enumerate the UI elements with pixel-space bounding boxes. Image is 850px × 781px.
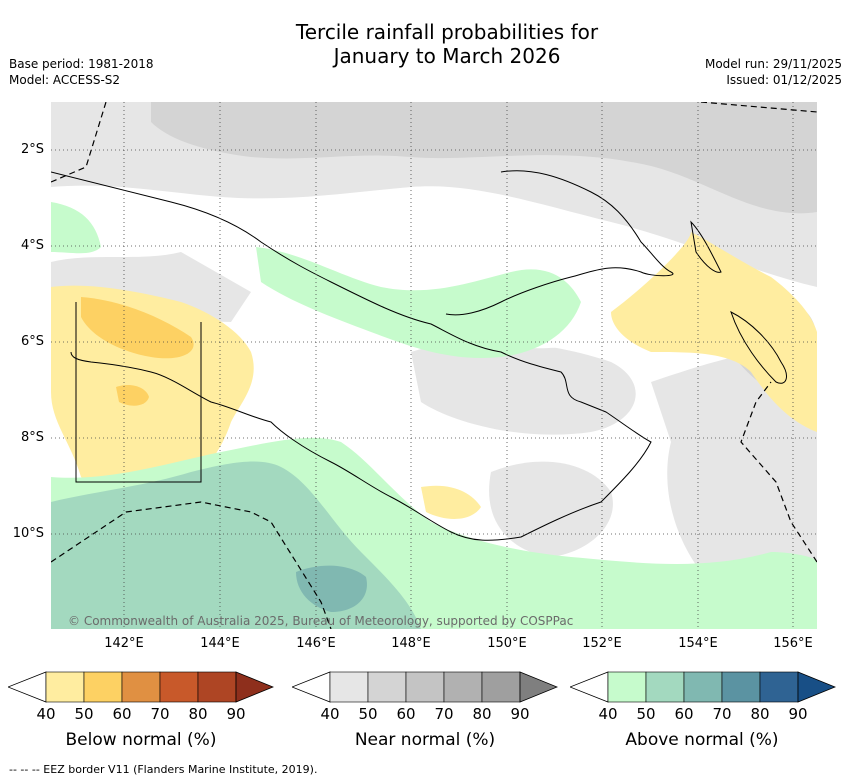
model-run: Model run: 29/11/2025 [704,57,842,71]
colorbar-above-normal [570,671,836,703]
near-normal-region-southeast [489,461,613,557]
below-normal-region-east [611,232,817,432]
cbar-below-swatch-4 [159,671,199,703]
cbar-above-tick-80: 80 [750,705,770,723]
colorbar-near-title: Near normal (%) [354,730,496,750]
cbar-above-right-triangle [797,671,836,703]
cbar-below-tick-50: 50 [74,705,94,723]
cbar-near-tick-70: 70 [434,705,454,723]
lon-label-142e: 142°E [104,636,144,651]
above-normal-region-west [51,202,101,254]
cbar-near-tick-50: 50 [358,705,378,723]
lon-label-154e: 154°E [678,636,718,651]
cbar-below-left-triangle [8,671,47,703]
cbar-above-tick-50: 50 [636,705,656,723]
cbar-below-tick-90: 90 [226,705,246,723]
map-panel [51,102,817,629]
lon-label-150e: 150°E [487,636,527,651]
cbar-above-swatch-5 [759,671,799,703]
cbar-near-tick-90: 90 [510,705,530,723]
meta-right: Model run: 29/11/2025 Issued: 01/12/2025 [705,56,842,88]
cbar-near-tick-60: 60 [396,705,416,723]
cbar-above-left-triangle [570,671,609,703]
cbar-below-swatch-2 [83,671,123,703]
cbar-above-tick-60: 60 [674,705,694,723]
cbar-below-tick-60: 60 [112,705,132,723]
near-normal-region-central [411,341,636,435]
cbar-below-swatch-5 [197,671,237,703]
title-line-2: January to March 2026 [333,44,561,68]
lon-label-152e: 152°E [582,636,622,651]
below-normal-region-west [51,285,254,499]
near-normal-region-north-dark [151,102,817,214]
cbar-above-tick-40: 40 [598,705,618,723]
cbar-near-right-triangle [519,671,558,703]
cbar-near-swatch-4 [443,671,483,703]
lon-label-146e: 146°E [296,636,336,651]
model-name: Model: ACCESS-S2 [9,73,121,87]
cbar-above-tick-70: 70 [712,705,732,723]
lon-label-148e: 148°E [391,636,431,651]
cbar-above-tick-90: 90 [788,705,808,723]
colorbar-below-title: Below normal (%) [65,730,217,750]
lat-label-8s: 8°S [20,430,44,445]
cbar-below-swatch-1 [45,671,85,703]
cbar-near-tick-40: 40 [320,705,340,723]
lon-label-156e: 156°E [773,636,813,651]
colorbar-below-normal [8,671,274,703]
cbar-below-tick-70: 70 [150,705,170,723]
cbar-below-tick-80: 80 [188,705,208,723]
cbar-below-swatch-3 [121,671,161,703]
base-period: Base period: 1981-2018 [9,57,154,71]
cbar-near-left-triangle [292,671,331,703]
probability-map [51,102,817,629]
above-normal-region-north [256,247,581,358]
cbar-near-tick-80: 80 [472,705,492,723]
below-normal-region-west-60 [81,297,194,359]
title-line-1: Tercile rainfall probabilities for [295,20,599,44]
cbar-above-swatch-2 [645,671,685,703]
coastline-new-guinea [51,171,652,541]
lat-label-2s: 2°S [20,142,44,157]
cbar-near-swatch-3 [405,671,445,703]
coastline-new-britain [445,170,674,316]
near-normal-region-east [651,349,817,584]
cbar-below-tick-40: 40 [36,705,56,723]
cbar-above-swatch-3 [683,671,723,703]
map-title: Tercile rainfall probabilities for Janua… [0,20,850,68]
cbar-near-swatch-5 [481,671,521,703]
below-normal-region-central [421,485,481,519]
colorbar-near-normal [292,671,558,703]
lat-label-4s: 4°S [20,238,44,253]
eez-footnote: -- -- -- EEZ border V11 (Flanders Marine… [9,763,318,776]
coastline-bougainville [730,311,787,384]
cbar-above-swatch-1 [607,671,647,703]
coastline-new-ireland [690,220,722,273]
lat-label-6s: 6°S [20,334,44,349]
border-line [75,302,202,483]
cbar-near-swatch-1 [329,671,369,703]
colorbar-above-title: Above normal (%) [625,730,779,750]
meta-left: Base period: 1981-2018 Model: ACCESS-S2 [9,56,154,88]
eez-borders [51,102,817,629]
issued-date: Issued: 01/12/2025 [726,73,842,87]
lat-label-10s: 10°S [12,526,44,541]
cbar-below-right-triangle [235,671,274,703]
above-normal-region-south-70 [296,565,367,612]
lon-label-144e: 144°E [200,636,240,651]
map-credit: © Commonwealth of Australia 2025, Bureau… [68,614,574,628]
cbar-near-swatch-2 [367,671,407,703]
cbar-above-swatch-4 [721,671,761,703]
